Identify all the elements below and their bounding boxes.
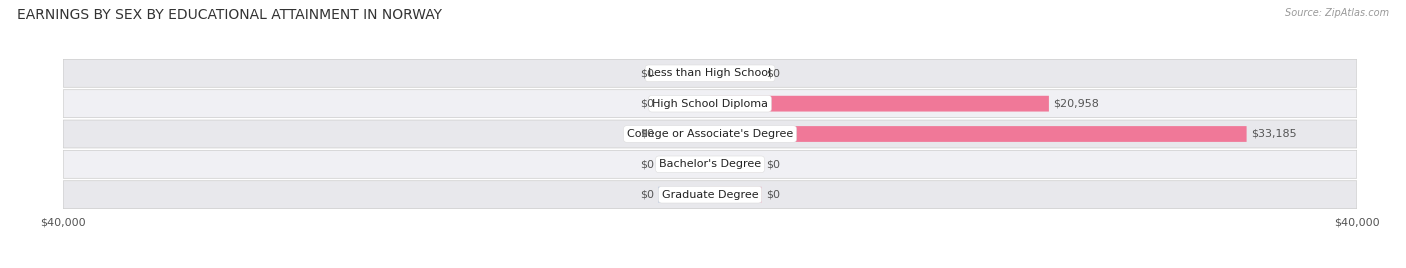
FancyBboxPatch shape [710, 96, 1049, 111]
Text: $0: $0 [766, 159, 780, 169]
Text: $0: $0 [640, 99, 654, 109]
FancyBboxPatch shape [658, 187, 710, 203]
FancyBboxPatch shape [63, 120, 1357, 148]
Text: Bachelor's Degree: Bachelor's Degree [659, 159, 761, 169]
FancyBboxPatch shape [63, 59, 1357, 87]
FancyBboxPatch shape [63, 150, 1357, 178]
FancyBboxPatch shape [710, 126, 1247, 142]
FancyBboxPatch shape [710, 65, 762, 81]
FancyBboxPatch shape [63, 181, 1357, 209]
FancyBboxPatch shape [710, 157, 762, 172]
Text: EARNINGS BY SEX BY EDUCATIONAL ATTAINMENT IN NORWAY: EARNINGS BY SEX BY EDUCATIONAL ATTAINMEN… [17, 8, 441, 22]
Text: High School Diploma: High School Diploma [652, 99, 768, 109]
Text: $0: $0 [640, 68, 654, 78]
FancyBboxPatch shape [658, 126, 710, 142]
FancyBboxPatch shape [658, 157, 710, 172]
FancyBboxPatch shape [658, 96, 710, 111]
FancyBboxPatch shape [710, 187, 762, 203]
Text: Less than High School: Less than High School [648, 68, 772, 78]
Text: $0: $0 [640, 129, 654, 139]
FancyBboxPatch shape [658, 65, 710, 81]
Text: $0: $0 [766, 68, 780, 78]
Text: Source: ZipAtlas.com: Source: ZipAtlas.com [1285, 8, 1389, 18]
Text: $20,958: $20,958 [1053, 99, 1099, 109]
FancyBboxPatch shape [63, 90, 1357, 118]
Text: College or Associate's Degree: College or Associate's Degree [627, 129, 793, 139]
Text: $33,185: $33,185 [1251, 129, 1296, 139]
Text: Graduate Degree: Graduate Degree [662, 190, 758, 200]
Text: $0: $0 [766, 190, 780, 200]
Text: $0: $0 [640, 190, 654, 200]
Text: $0: $0 [640, 159, 654, 169]
